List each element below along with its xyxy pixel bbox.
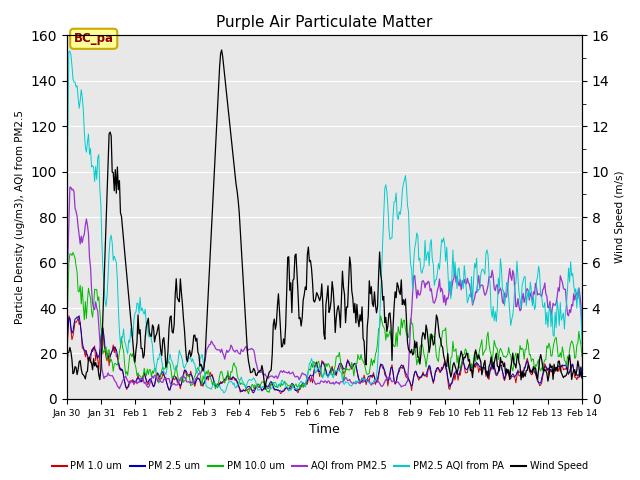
Y-axis label: Particle Density (ug/m3), AQI from PM2.5: Particle Density (ug/m3), AQI from PM2.5 <box>15 110 25 324</box>
Text: BC_pa: BC_pa <box>74 32 114 45</box>
X-axis label: Time: Time <box>309 423 340 436</box>
Legend: PM 1.0 um, PM 2.5 um, PM 10.0 um, AQI from PM2.5, PM2.5 AQI from PA, Wind Speed: PM 1.0 um, PM 2.5 um, PM 10.0 um, AQI fr… <box>48 457 592 475</box>
Title: Purple Air Particulate Matter: Purple Air Particulate Matter <box>216 15 433 30</box>
Y-axis label: Wind Speed (m/s): Wind Speed (m/s) <box>615 171 625 264</box>
